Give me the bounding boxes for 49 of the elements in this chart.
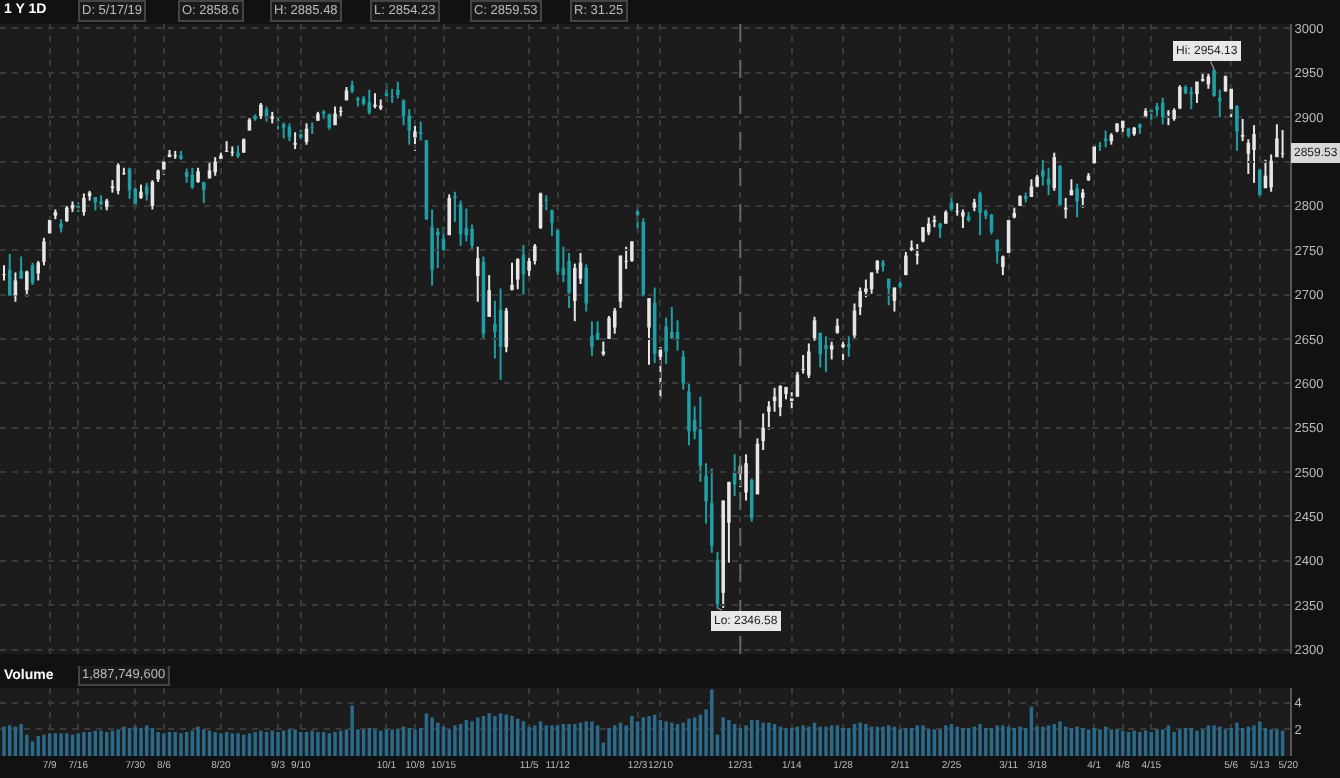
candlestick xyxy=(824,335,828,373)
candlestick xyxy=(510,261,514,292)
candlestick xyxy=(567,251,571,309)
candlestick xyxy=(807,342,811,380)
candlestick xyxy=(584,263,588,313)
candlestick xyxy=(847,335,851,358)
candlestick xyxy=(224,140,229,153)
candlestick xyxy=(647,297,651,366)
candlestick xyxy=(116,162,120,196)
candlestick xyxy=(1189,86,1194,111)
candlestick xyxy=(25,269,29,298)
candlestick xyxy=(2,264,6,282)
candlestick xyxy=(681,349,686,391)
candlestick xyxy=(19,255,23,280)
candlestick xyxy=(915,243,920,266)
candlestick xyxy=(1280,129,1285,159)
candlestick xyxy=(1046,166,1051,197)
candlestick xyxy=(710,467,714,554)
candlestick xyxy=(475,245,480,303)
candlestick xyxy=(418,120,423,142)
candlestick xyxy=(230,145,235,158)
candlestick xyxy=(390,87,394,104)
candlestick xyxy=(801,353,805,375)
candlestick xyxy=(1235,104,1239,152)
candlestick xyxy=(436,227,440,270)
candlestick xyxy=(13,271,18,303)
candlestick xyxy=(213,156,217,177)
candlestick xyxy=(1178,84,1182,111)
candlestick xyxy=(1058,164,1062,207)
candlestick xyxy=(818,331,822,369)
candlestick xyxy=(1041,158,1045,187)
candlestick xyxy=(961,208,965,230)
candlestick xyxy=(841,338,845,363)
candlestick xyxy=(744,453,748,502)
candlestick xyxy=(687,381,691,447)
candlestick xyxy=(886,277,891,307)
candlestick xyxy=(749,477,754,523)
candlestick xyxy=(590,320,594,357)
candlestick xyxy=(612,306,617,335)
candlestick xyxy=(447,193,451,237)
candlestick xyxy=(82,192,86,217)
candlestick xyxy=(413,121,417,152)
candlestick xyxy=(493,299,497,360)
candlestick xyxy=(1081,188,1085,209)
candlestick xyxy=(487,274,491,318)
candlestick xyxy=(1252,124,1256,184)
candlestick xyxy=(630,240,634,263)
candlestick xyxy=(978,190,982,237)
candlestick xyxy=(1075,182,1079,219)
